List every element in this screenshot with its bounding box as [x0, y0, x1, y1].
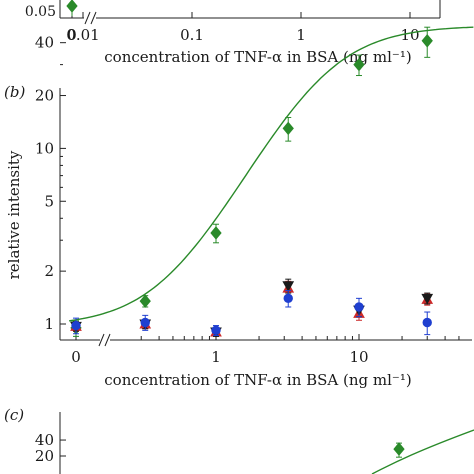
panel-b-label: (b) — [4, 83, 25, 101]
panel-b-axis-break — [98, 333, 111, 347]
panel-b-data-point — [139, 294, 151, 308]
panel-b-y-tick-label: 40 — [35, 34, 54, 52]
panel-c-y-tick-label: 40 — [35, 431, 54, 449]
panel-b-x-tick-label: 10 — [349, 348, 368, 366]
panel-b-x-tick-label: 1 — [211, 348, 221, 366]
panel-b-y-ticks: 1 2 5 10 20 40 — [35, 34, 66, 333]
panel-b-data-point — [422, 317, 432, 328]
panel-c-fit-curve — [371, 429, 474, 474]
panel-b-data-point — [282, 281, 295, 292]
panel-a-x-tick-label: 10 — [400, 26, 419, 44]
panel-a-x-tick-label: 0.1 — [180, 26, 204, 44]
panel-a-x-tick-label: 0 — [67, 26, 77, 44]
panel-b-data-point — [353, 57, 365, 72]
panel-a: 0.05 00.01 0.1 1 10 concentration of TNF-α … — [25, 0, 441, 66]
panel-b-y-axis-label: relative intensity — [5, 150, 23, 279]
panel-a-x-ticks: 00.01 0.1 1 10 — [66, 12, 420, 44]
panel-b-points — [70, 26, 434, 339]
panel-b-x-ticks: 0 1 10 — [71, 334, 460, 366]
panel-b-y-tick-label: 10 — [35, 139, 54, 157]
panel-b-fit-curve — [69, 26, 474, 322]
panel-b-data-point — [211, 325, 221, 336]
panel-b-data-point — [282, 121, 294, 136]
panel-a-axis-break — [84, 11, 97, 25]
panel-b-data-point — [210, 226, 222, 240]
panel-b-x-tick-label: 0 — [71, 348, 81, 366]
panel-a-data-point — [66, 0, 78, 13]
panel-a-points — [66, 0, 78, 16]
panel-b-y-tick-label: 1 — [44, 315, 54, 333]
panel-b-data-point — [354, 302, 364, 312]
panel-a-y-tick-label: 0.05 — [25, 4, 56, 20]
panel-b-y-tick-label: 20 — [35, 87, 54, 105]
panel-b-data-point — [421, 34, 433, 48]
panel-a-x-tick-label: 1 — [296, 26, 306, 44]
panel-b-y-tick-label: 5 — [44, 192, 54, 210]
panel-c-points — [393, 442, 405, 458]
panel-a-x-axis-label: concentration of TNF-α in BSA (ng ml⁻¹) — [104, 48, 411, 66]
panel-b-data-point — [421, 293, 434, 305]
panel-c-label: (c) — [4, 406, 24, 424]
panel-b-data-point — [71, 320, 81, 331]
panel-c-y-tick-label: 20 — [35, 447, 54, 465]
panel-b-data-point — [283, 293, 293, 304]
panel-b-data-point — [140, 317, 150, 328]
panel-b-y-tick-label: 2 — [44, 262, 54, 280]
panel-c-data-point — [393, 442, 405, 456]
panel-a-x-tick-label: 0.01 — [66, 26, 99, 44]
panel-b-x-axis-label: concentration of TNF-α in BSA (ng ml⁻¹) — [104, 371, 411, 389]
